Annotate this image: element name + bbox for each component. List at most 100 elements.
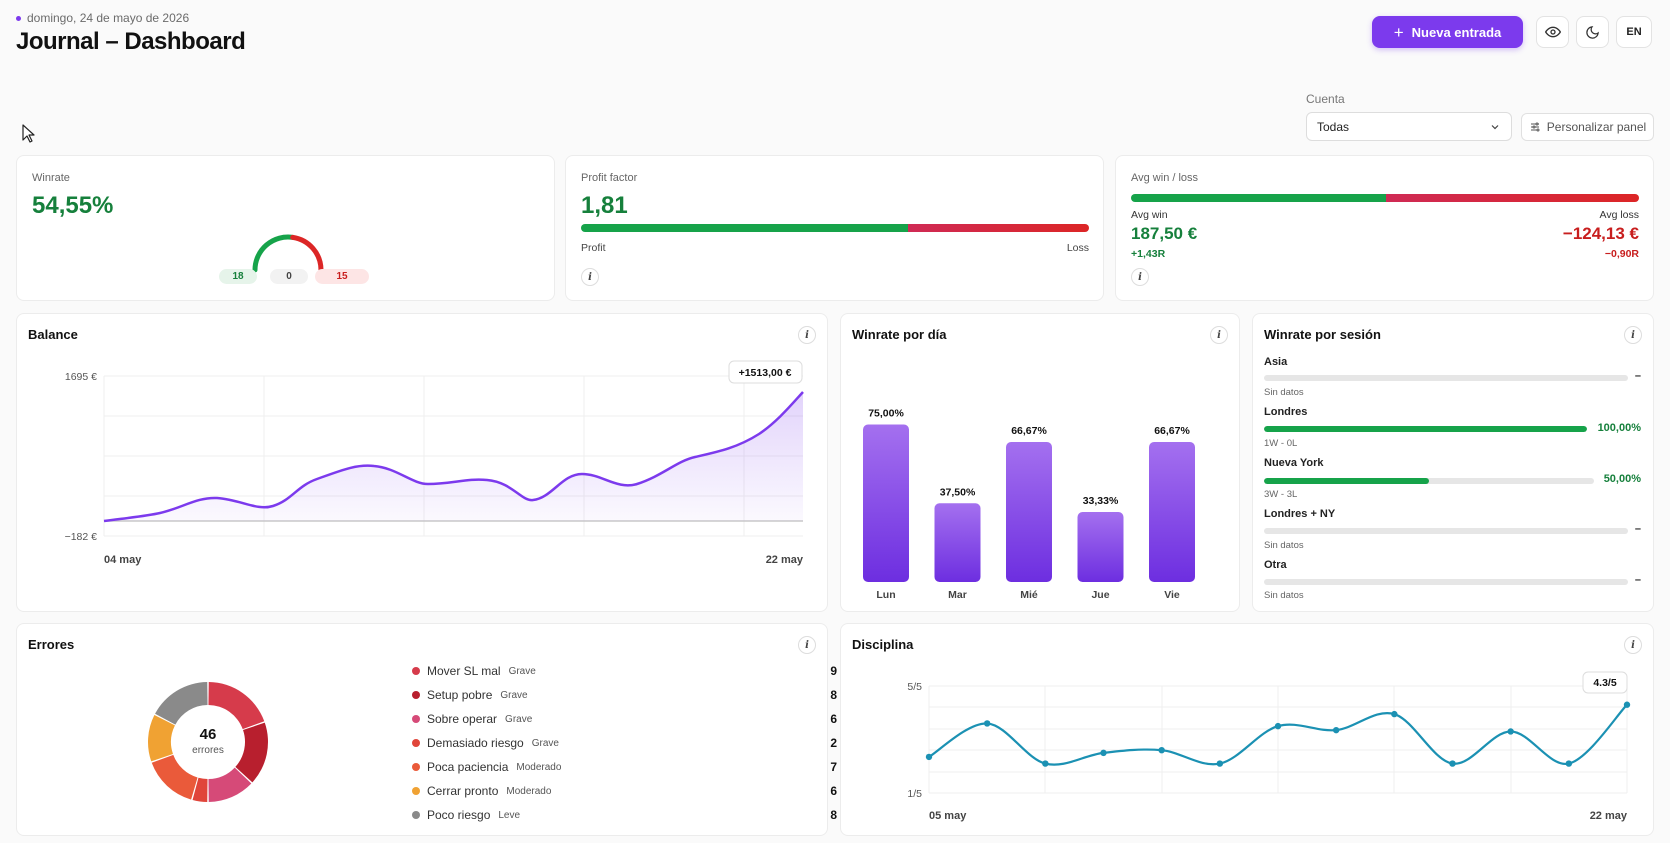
discipline-point[interactable] — [1623, 701, 1631, 708]
discipline-info-icon[interactable]: i — [1624, 636, 1642, 654]
session-sub: Sin datos — [1264, 540, 1304, 551]
winrate-by-day-info-icon[interactable]: i — [1210, 326, 1228, 344]
session-value: 100,00% — [1597, 422, 1641, 434]
day-bar-value: 37,50% — [940, 486, 976, 498]
account-select[interactable]: Todas — [1306, 112, 1512, 141]
session-fill — [1264, 478, 1429, 484]
winrate-by-day-chart: 75,00% Lun 37,50% Mar 66,67% Mié 33,33% Jue 66,6… — [863, 408, 1195, 601]
winrate-by-session-title: Winrate por sesión — [1264, 327, 1381, 342]
discipline-y-bottom: 1/5 — [907, 788, 922, 800]
account-label: Cuenta — [1306, 92, 1345, 106]
profit-factor-value: 1,81 — [581, 192, 628, 219]
balance-y-bottom: −182 € — [65, 531, 98, 543]
errors-total-label: errores — [192, 745, 224, 756]
visibility-button[interactable] — [1536, 16, 1569, 48]
day-bar-label: Jue — [1091, 589, 1109, 601]
discipline-point[interactable] — [983, 720, 991, 727]
discipline-point[interactable] — [1274, 722, 1282, 730]
theme-toggle-button[interactable] — [1576, 16, 1609, 48]
discipline-card: Disciplina i 5/5 1/5 05 may 22 may 4.3/5 — [840, 623, 1654, 836]
winrate-label: Winrate — [32, 172, 70, 184]
errors-card: Errores i 46 errores Mover SL mal Grave 9 S… — [16, 623, 837, 836]
winrate-by-day-title: Winrate por día — [852, 327, 947, 342]
session-track — [1264, 579, 1628, 585]
mouse-cursor-icon — [22, 124, 35, 143]
avg-win-value: 187,50 € — [1131, 224, 1198, 243]
breakeven-count-badge: 0 — [270, 269, 308, 284]
error-severity: Grave — [508, 665, 536, 677]
session-track — [1264, 375, 1628, 381]
discipline-point[interactable] — [1332, 726, 1340, 734]
donut-slice[interactable] — [148, 715, 175, 762]
language-button[interactable]: EN — [1616, 16, 1652, 48]
discipline-point[interactable] — [1042, 760, 1049, 767]
donut-slice[interactable] — [235, 722, 268, 783]
header-date: domingo, 24 de mayo de 2026 — [16, 11, 189, 25]
discipline-point[interactable] — [1391, 710, 1398, 718]
error-severity: Grave — [531, 737, 559, 749]
balance-info-icon[interactable]: i — [798, 326, 816, 344]
session-track — [1264, 528, 1628, 534]
donut-slice[interactable] — [192, 777, 208, 802]
eye-icon — [1544, 26, 1561, 38]
customize-panel-button[interactable]: Personalizar panel — [1521, 113, 1654, 141]
error-legend-row: Demasiado riesgo Grave 2 — [412, 735, 837, 751]
error-severity: Leve — [498, 809, 521, 821]
day-bar-value: 66,67% — [1011, 425, 1047, 437]
session-value: – — [1634, 574, 1641, 586]
balance-card: Balance i 1695 € −182 € 04 may 22 may — [16, 313, 828, 612]
session-track — [1264, 426, 1587, 432]
error-name: Mover SL mal — [427, 664, 501, 678]
date-dot-icon — [16, 15, 21, 21]
session-sub: 1W - 0L — [1264, 438, 1298, 449]
discipline-point[interactable] — [1449, 760, 1456, 767]
session-name: Londres — [1264, 406, 1308, 418]
discipline-point[interactable] — [1100, 749, 1107, 757]
balance-area — [104, 392, 803, 521]
balance-y-top: 1695 € — [65, 371, 97, 383]
winrate-by-session-info-icon[interactable]: i — [1624, 326, 1642, 344]
chevron-down-icon — [1491, 124, 1499, 129]
error-color-dot — [412, 811, 420, 819]
discipline-point[interactable] — [1507, 728, 1514, 735]
balance-callout-box — [728, 360, 803, 384]
error-legend-row: Poco riesgo Leve 8 — [412, 807, 837, 823]
donut-slice[interactable] — [208, 682, 265, 730]
avg-loss-r: −0,90R — [1604, 248, 1639, 260]
discipline-x-start: 05 may — [929, 810, 967, 822]
donut-slice[interactable] — [155, 682, 208, 725]
day-bar[interactable] — [934, 503, 981, 582]
account-select-value: Todas — [1317, 119, 1350, 134]
losses-count-badge: 15 — [315, 269, 369, 284]
new-entry-button[interactable]: + Nueva entrada — [1372, 16, 1523, 48]
discipline-point[interactable] — [1216, 760, 1224, 767]
avg-win-loss-label: Avg win / loss — [1131, 172, 1199, 184]
error-severity: Moderado — [516, 761, 562, 773]
discipline-y-top: 5/5 — [907, 681, 922, 693]
errors-info-icon[interactable]: i — [798, 636, 816, 654]
winrate-card: Winrate 54,55% 18 0 15 — [16, 155, 555, 301]
winrate-by-day-card: Winrate por día i 75,00% Lun 37,50% Mar 66,6… — [840, 313, 1240, 612]
day-bar[interactable] — [1149, 441, 1195, 582]
discipline-point[interactable] — [1158, 747, 1165, 754]
error-color-dot — [412, 787, 420, 795]
day-bar[interactable] — [863, 424, 909, 583]
error-color-dot — [412, 667, 420, 675]
plus-icon: + — [1393, 22, 1404, 42]
errors-total: 46 — [200, 726, 217, 743]
discipline-point[interactable] — [925, 753, 933, 761]
donut-slice[interactable] — [151, 754, 198, 800]
profit-factor-info-icon[interactable]: i — [581, 268, 599, 286]
avg-loss-label: Avg loss — [1599, 209, 1640, 221]
donut-slice[interactable] — [208, 767, 252, 802]
customize-panel-label: Personalizar panel — [1546, 120, 1647, 134]
session-sub: 3W - 3L — [1264, 489, 1298, 500]
discipline-point[interactable] — [1565, 760, 1573, 767]
avg-win-loss-bar — [1131, 194, 1639, 202]
error-name: Cerrar pronto — [427, 784, 499, 798]
balance-x-end: 22 may — [766, 554, 804, 566]
day-bar[interactable] — [1006, 441, 1052, 582]
day-bar[interactable] — [1077, 512, 1124, 582]
session-value: – — [1634, 370, 1641, 382]
avg-win-loss-info-icon[interactable]: i — [1131, 268, 1149, 286]
